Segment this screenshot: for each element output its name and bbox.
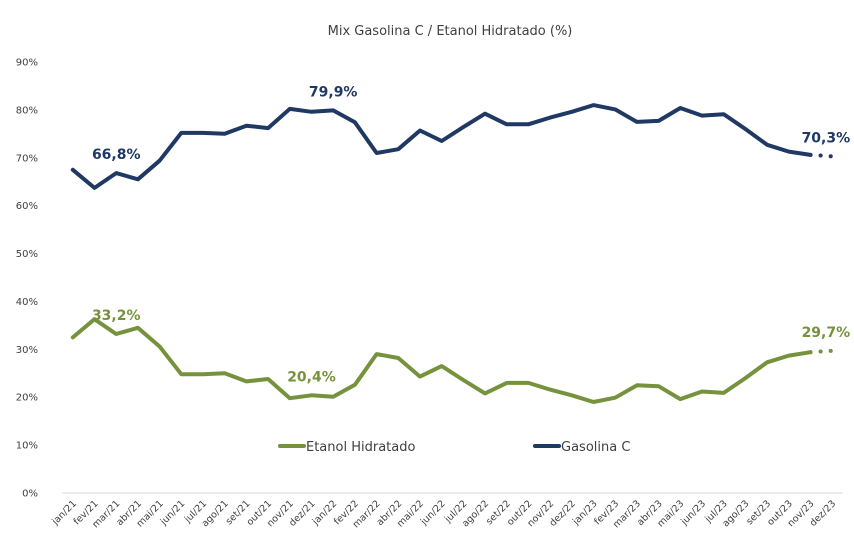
series-lines xyxy=(70,103,835,404)
y-tick-label: 20% xyxy=(16,393,38,404)
y-tick-label: 10% xyxy=(16,441,38,452)
series-line-0 xyxy=(70,317,813,404)
y-axis: 0% 10% 20% 30% 40% 50% 60% 70% 80% 90% xyxy=(16,58,38,500)
y-tick-label: 90% xyxy=(16,58,38,69)
data-label: 66,8% xyxy=(92,147,141,163)
data-label: 20,4% xyxy=(287,369,336,385)
x-axis: jan/21fev/21mar/21abr/21mai/21jun/21jul/… xyxy=(49,492,843,530)
chart-title: Mix Gasolina C / Etanol Hidratado (%) xyxy=(328,24,573,39)
data-label: 79,9% xyxy=(309,84,358,100)
y-tick-label: 30% xyxy=(16,345,38,356)
y-tick-label: 60% xyxy=(16,201,38,212)
y-tick-label: 0% xyxy=(22,489,38,500)
legend-label: Gasolina C xyxy=(561,440,630,455)
y-tick-label: 40% xyxy=(16,297,38,308)
series-line-1 xyxy=(70,103,813,190)
y-tick-label: 70% xyxy=(16,153,38,164)
legend-label: Etanol Hidratado xyxy=(306,440,415,455)
legend: Etanol Hidratado Gasolina C xyxy=(278,440,630,455)
y-tick-label: 50% xyxy=(16,249,38,260)
y-tick-label: 80% xyxy=(16,105,38,116)
series-projection-1 xyxy=(808,152,835,159)
data-label: 29,7% xyxy=(802,325,851,341)
data-labels: 33,2% 20,4% 29,7% 66,8% 79,9% 70,3% xyxy=(92,84,850,385)
data-label: 33,2% xyxy=(92,308,141,324)
data-label: 70,3% xyxy=(802,130,851,146)
series-projection-0 xyxy=(808,348,835,355)
